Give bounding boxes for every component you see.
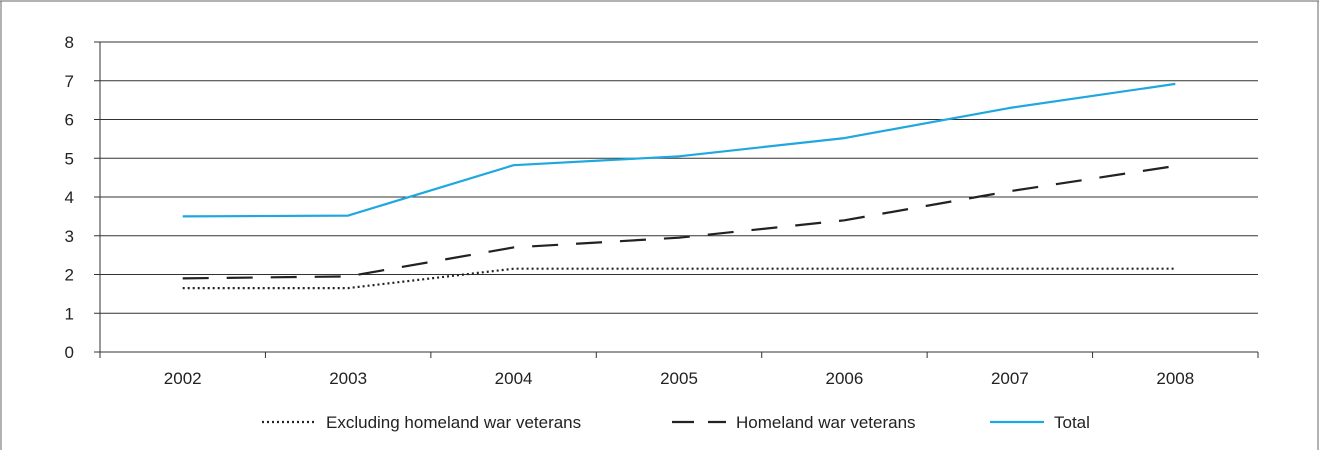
x-tick-label: 2004 (495, 369, 533, 388)
x-tick-label: 2003 (329, 369, 367, 388)
x-tick-label: 2005 (660, 369, 698, 388)
x-tick-label: 2007 (991, 369, 1029, 388)
y-tick-label: 4 (65, 188, 74, 207)
legend: Excluding homeland war veterans Homeland … (262, 413, 1090, 432)
y-tick-label: 7 (65, 72, 74, 91)
legend-label-homeland-war-veterans: Homeland war veterans (736, 413, 916, 432)
series-line-excluding-homeland-war-veterans (182, 267, 1176, 290)
y-tick-label: 8 (65, 33, 74, 52)
y-tick-label: 5 (65, 149, 74, 168)
series-line-total (182, 82, 1176, 218)
y-tick-label: 0 (65, 343, 74, 362)
x-tick-label: 2008 (1156, 369, 1194, 388)
y-tick-label: 6 (65, 111, 74, 130)
y-tick-label: 1 (65, 304, 74, 323)
grid-layer (100, 41, 1258, 314)
x-tick-label: 2002 (164, 369, 202, 388)
axis-layer: 0 1 2 3 4 5 6 7 8 2002 2003 2004 2005 2006 2007 2008 (65, 33, 1259, 388)
legend-label-excluding-homeland-war-veterans: Excluding homeland war veterans (326, 413, 581, 432)
series-line-homeland-war-veterans (182, 164, 1176, 280)
y-tick-label: 2 (65, 266, 74, 285)
x-tick-label: 2006 (826, 369, 864, 388)
legend-label-total: Total (1054, 413, 1090, 432)
series-layer (182, 82, 1176, 290)
y-tick-label: 3 (65, 227, 74, 246)
